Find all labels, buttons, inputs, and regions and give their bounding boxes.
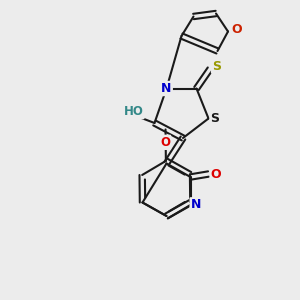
Text: HO: HO — [124, 105, 143, 118]
Text: N: N — [191, 198, 201, 212]
Text: S: S — [211, 112, 220, 125]
Text: S: S — [212, 59, 221, 73]
Text: O: O — [231, 22, 242, 36]
Text: O: O — [211, 167, 221, 181]
Text: N: N — [161, 82, 172, 95]
Text: O: O — [160, 136, 170, 149]
